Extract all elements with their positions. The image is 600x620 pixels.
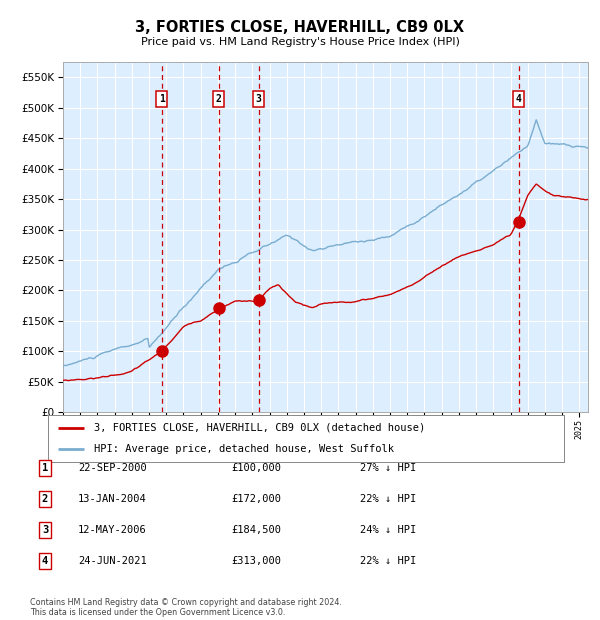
Text: 22% ↓ HPI: 22% ↓ HPI [360,556,416,566]
Text: 13-JAN-2004: 13-JAN-2004 [78,494,147,504]
Text: 2: 2 [215,94,221,104]
Text: 1: 1 [42,463,48,473]
Text: 3: 3 [42,525,48,535]
Text: HPI: Average price, detached house, West Suffolk: HPI: Average price, detached house, West… [94,445,394,454]
Text: £100,000: £100,000 [231,463,281,473]
Text: 4: 4 [42,556,48,566]
Text: £313,000: £313,000 [231,556,281,566]
Text: This data is licensed under the Open Government Licence v3.0.: This data is licensed under the Open Gov… [30,608,286,617]
Text: 12-MAY-2006: 12-MAY-2006 [78,525,147,535]
Text: 22-SEP-2000: 22-SEP-2000 [78,463,147,473]
Text: £184,500: £184,500 [231,525,281,535]
Text: 3, FORTIES CLOSE, HAVERHILL, CB9 0LX (detached house): 3, FORTIES CLOSE, HAVERHILL, CB9 0LX (de… [94,423,425,433]
Text: 1: 1 [158,94,164,104]
Text: 24% ↓ HPI: 24% ↓ HPI [360,525,416,535]
Text: £172,000: £172,000 [231,494,281,504]
Text: Contains HM Land Registry data © Crown copyright and database right 2024.: Contains HM Land Registry data © Crown c… [30,598,342,607]
Text: 22% ↓ HPI: 22% ↓ HPI [360,494,416,504]
Text: 3, FORTIES CLOSE, HAVERHILL, CB9 0LX: 3, FORTIES CLOSE, HAVERHILL, CB9 0LX [136,20,464,35]
Text: 27% ↓ HPI: 27% ↓ HPI [360,463,416,473]
Text: 2: 2 [42,494,48,504]
Text: 24-JUN-2021: 24-JUN-2021 [78,556,147,566]
Text: Price paid vs. HM Land Registry's House Price Index (HPI): Price paid vs. HM Land Registry's House … [140,37,460,47]
Text: 3: 3 [256,94,262,104]
Text: 4: 4 [516,94,522,104]
